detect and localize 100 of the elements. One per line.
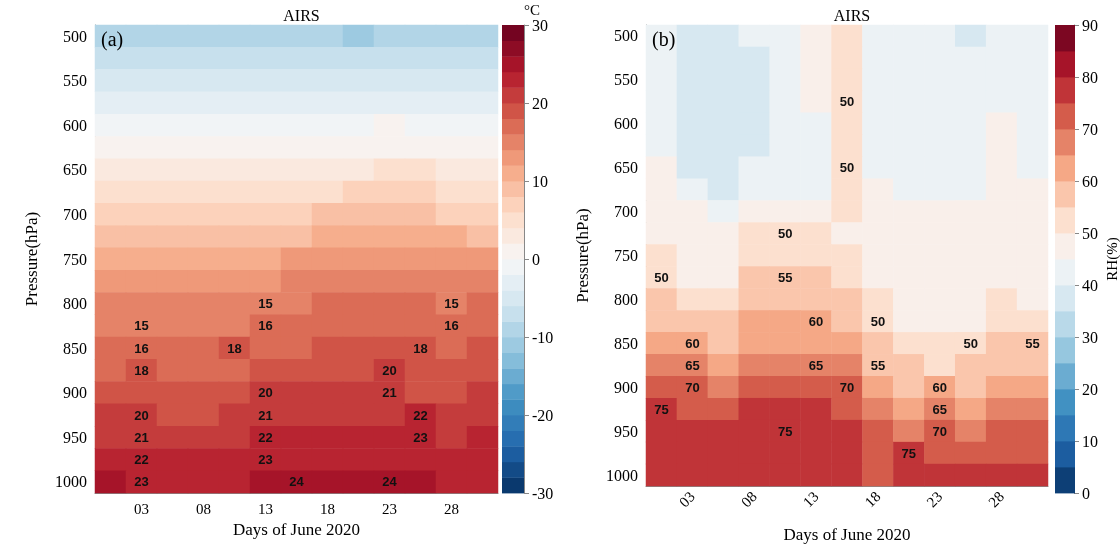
y-tick-label: 800 — [614, 290, 638, 308]
data-label: 24 — [382, 474, 398, 490]
data-label: 50 — [839, 160, 855, 176]
color-bar-title: °C — [524, 1, 541, 18]
y-tick-label: 600 — [63, 116, 87, 134]
data-label: 22 — [413, 407, 428, 423]
x-tick-label: 13 — [799, 488, 822, 511]
data-label: 20 — [382, 362, 397, 378]
color-bar-label: 40 — [1082, 276, 1098, 294]
color-bar-label: 10 — [532, 172, 548, 190]
data-label: 60 — [808, 313, 824, 329]
color-bar-label: 30 — [532, 16, 548, 34]
x-tick-label: 03 — [676, 488, 699, 511]
y-tick-label: 700 — [614, 203, 638, 221]
color-bar-label: 0 — [1082, 484, 1090, 502]
y-axis-title: Pressure(hPa) — [573, 208, 592, 303]
data-label: 23 — [258, 452, 273, 468]
color-bar-title: RH(%) — [1103, 237, 1120, 281]
data-label: 23 — [134, 474, 149, 490]
data-label: 22 — [134, 452, 149, 468]
color-bar-label: 70 — [1082, 120, 1098, 138]
data-label: 70 — [839, 379, 855, 395]
color-bar-label: 50 — [1082, 224, 1098, 242]
color-bar-label: 30 — [1082, 328, 1098, 346]
color-bar-label: 90 — [1082, 16, 1098, 34]
data-label: 60 — [932, 379, 947, 395]
data-label: 50 — [870, 313, 886, 329]
data-label: 21 — [382, 385, 397, 401]
data-label: 55 — [1025, 335, 1040, 351]
x-axis-title: Days of June 2020 — [232, 520, 361, 539]
annotation: (a) — [101, 28, 124, 51]
data-label: 15 — [134, 318, 149, 334]
y-tick-label: 550 — [614, 71, 638, 89]
color-bar-label: 10 — [1082, 432, 1098, 450]
y-axis-title: Pressure(hPa) — [22, 211, 41, 307]
y-tick-label: 700 — [63, 205, 87, 223]
x-tick-label: 18 — [861, 488, 884, 511]
x-tick-label: 28 — [985, 488, 1008, 511]
data-label: 65 — [932, 401, 947, 417]
color-bar-label: -20 — [532, 406, 554, 424]
data-label: 23 — [413, 429, 428, 445]
data-label: 55 — [870, 357, 886, 373]
color-bar-label: 60 — [1082, 172, 1098, 190]
y-tick-label: 650 — [63, 161, 87, 179]
y-tick-label: 750 — [614, 247, 638, 264]
y-tick-label: 800 — [63, 295, 87, 313]
data-label: 65 — [808, 357, 824, 373]
y-tick-label: 950 — [63, 428, 87, 446]
data-label: 75 — [777, 423, 793, 439]
data-label: 50 — [839, 94, 855, 110]
y-tick-label: 500 — [63, 27, 87, 45]
data-label: 18 — [413, 340, 428, 356]
y-tick-label: 850 — [63, 339, 87, 357]
data-label: 15 — [258, 296, 273, 312]
chart-title: AIRS — [833, 6, 871, 24]
x-axis-title: Days of June 2020 — [783, 525, 911, 544]
data-label: 18 — [227, 340, 242, 356]
y-tick-label: 850 — [614, 334, 638, 352]
y-tick-label: 900 — [614, 378, 638, 396]
data-label: 50 — [963, 335, 978, 351]
x-tick-label: 28 — [444, 500, 459, 517]
y-tick-label: 650 — [614, 159, 638, 177]
data-label: 55 — [777, 269, 793, 285]
y-tick-label: 550 — [63, 72, 87, 90]
x-tick-label: 18 — [320, 500, 335, 517]
data-label: 70 — [932, 423, 947, 439]
color-bar-label: 20 — [1082, 380, 1098, 398]
y-tick-label: 1000 — [55, 473, 87, 491]
color-bar-label: -30 — [532, 484, 554, 502]
y-tick-label: 950 — [614, 422, 638, 440]
data-label: 21 — [134, 429, 149, 445]
color-bar-label: 80 — [1082, 68, 1098, 86]
data-label: 60 — [685, 335, 700, 351]
x-tick-label: 13 — [258, 500, 273, 517]
data-label: 21 — [258, 407, 273, 423]
x-tick-label: 23 — [923, 488, 946, 511]
y-tick-label: 1000 — [606, 466, 638, 484]
x-tick-label: 03 — [134, 500, 149, 517]
color-bar-label: 0 — [532, 250, 540, 268]
data-label: 75 — [901, 445, 917, 461]
color-bar-label: -10 — [532, 328, 554, 346]
y-tick-label: 600 — [614, 115, 638, 133]
data-label: 75 — [654, 401, 669, 417]
y-tick-label: 750 — [63, 250, 87, 268]
data-label: 24 — [289, 474, 305, 490]
chart-title: AIRS — [283, 6, 320, 24]
data-label: 22 — [258, 429, 273, 445]
data-label: 20 — [134, 407, 149, 423]
x-tick-label: 08 — [196, 500, 211, 517]
data-label: 50 — [777, 226, 793, 242]
data-label: 16 — [258, 318, 273, 334]
data-label: 16 — [134, 340, 149, 356]
annotation: (b) — [652, 28, 676, 51]
data-label: 18 — [134, 362, 149, 378]
data-label: 20 — [258, 385, 273, 401]
data-label: 65 — [685, 357, 700, 373]
x-tick-label: 08 — [737, 488, 760, 511]
data-label: 70 — [685, 379, 700, 395]
data-label: 50 — [654, 269, 669, 285]
data-label: 16 — [444, 318, 459, 334]
